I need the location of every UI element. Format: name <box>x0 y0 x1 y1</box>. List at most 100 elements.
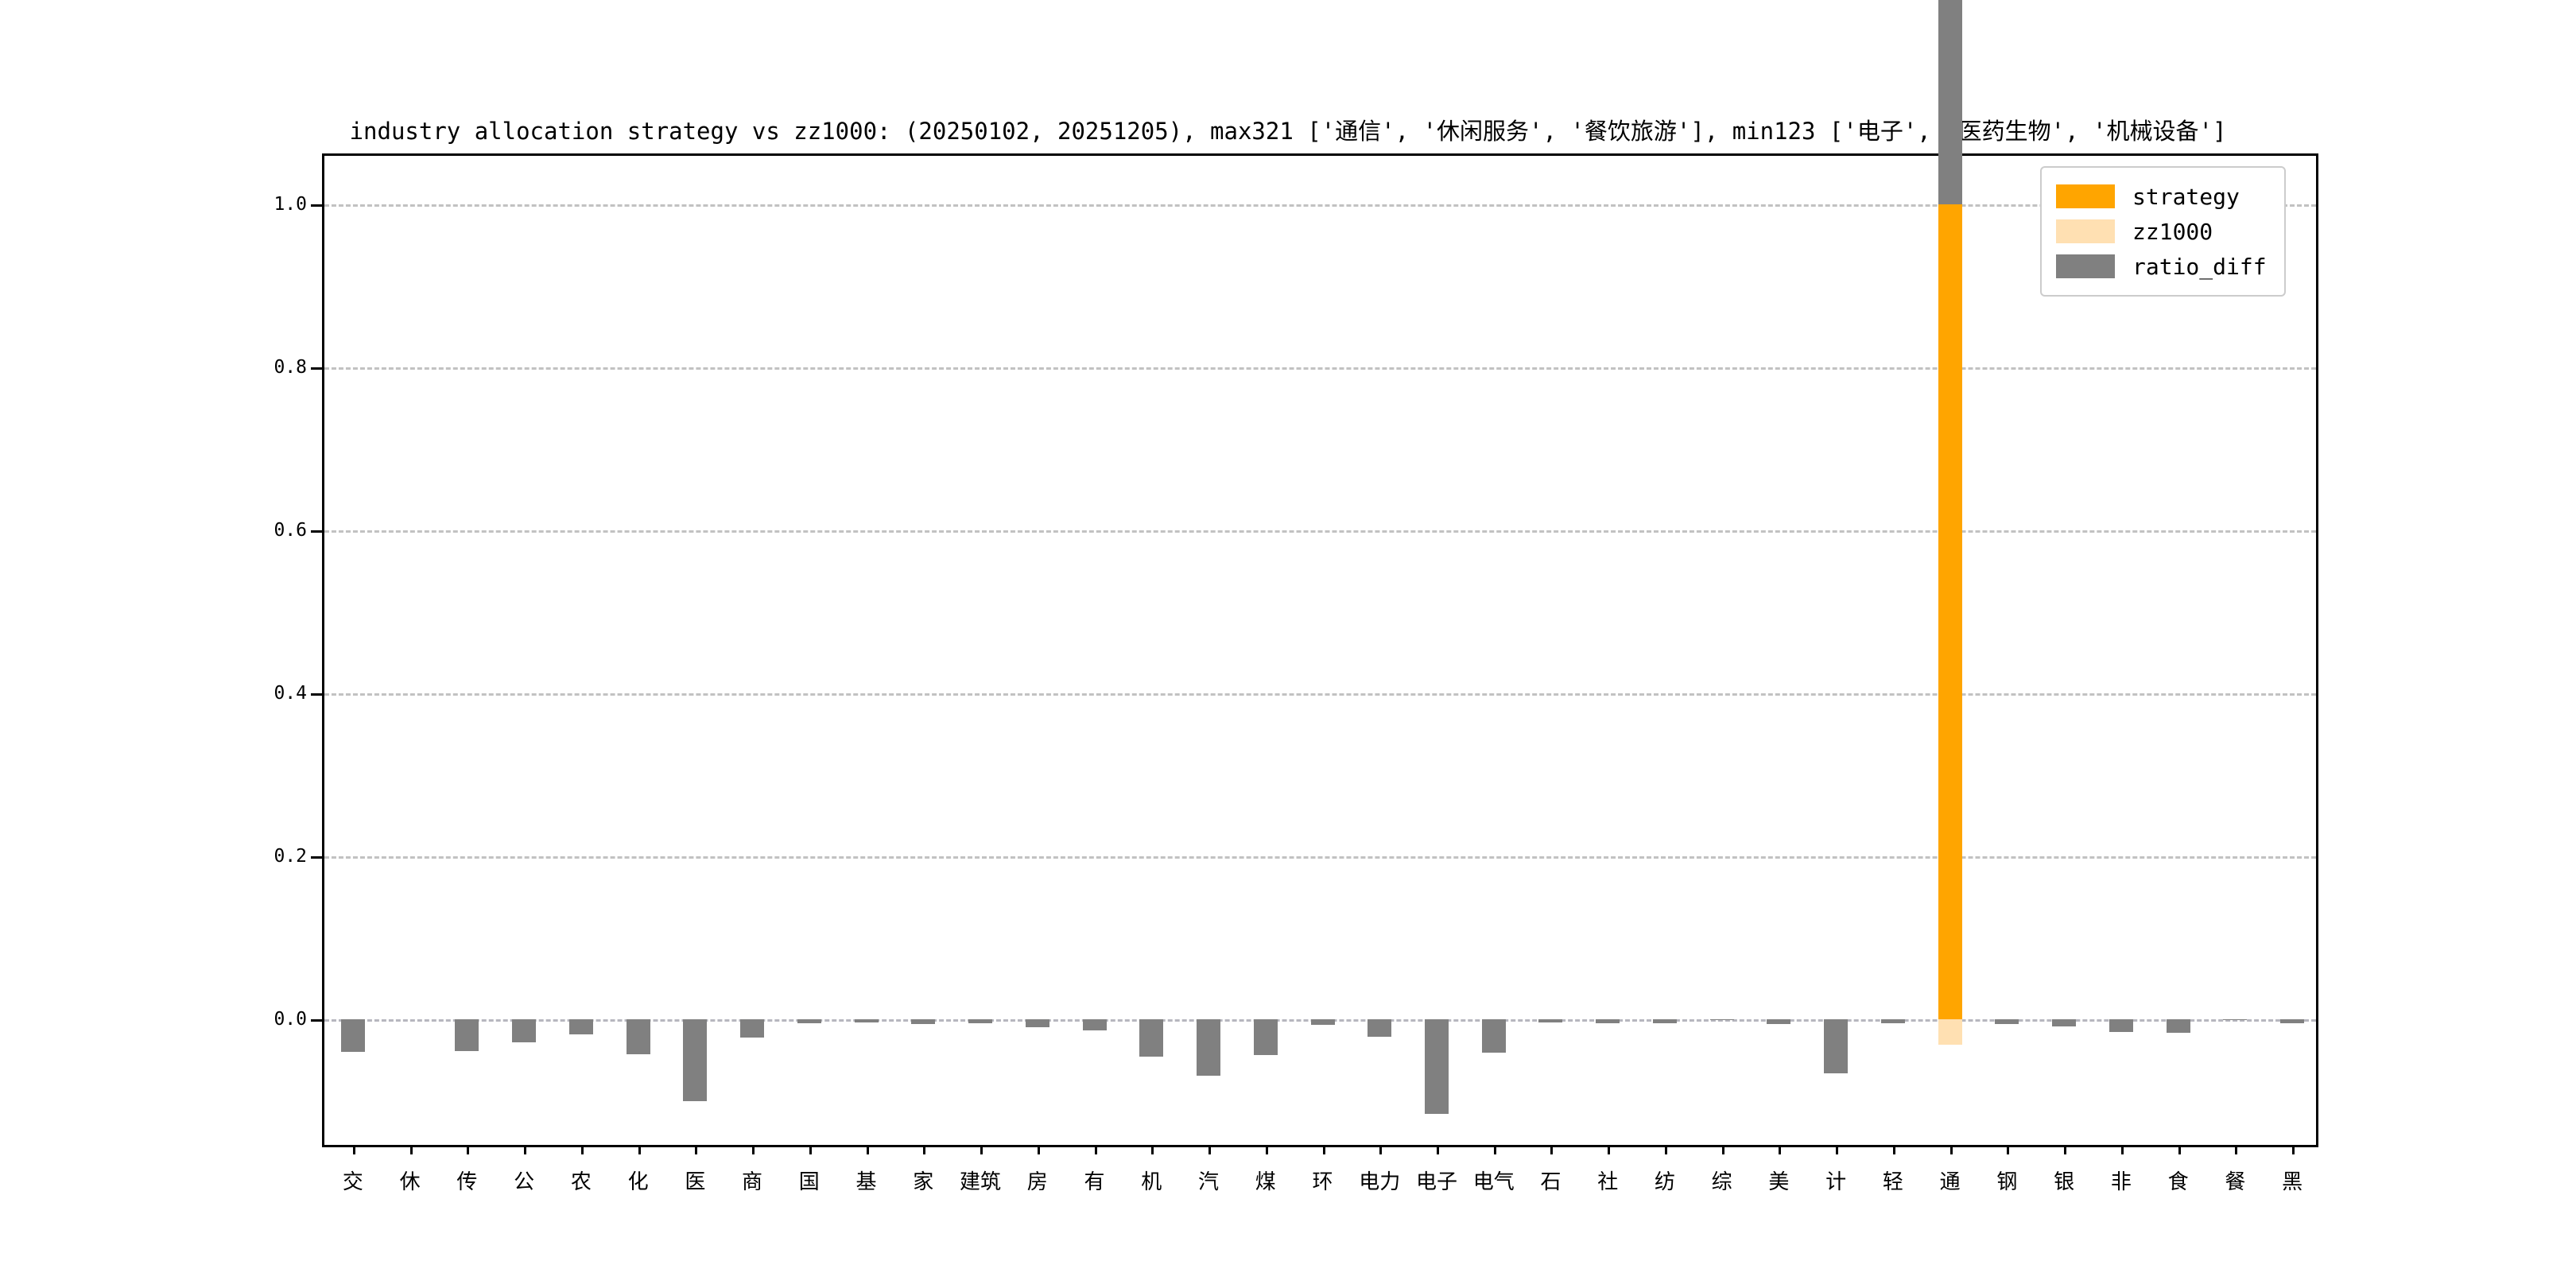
x-tick-label: 计 <box>1825 1170 1847 1194</box>
x-tick-mark <box>1493 1145 1496 1154</box>
legend-swatch-ratio_diff <box>2056 254 2115 278</box>
gridline-0.8 <box>324 367 2316 370</box>
x-tick-label: 美 <box>1768 1170 1790 1194</box>
y-tick-label: 0.2 <box>274 846 307 867</box>
bar-ratio_diff-钢 <box>1995 1019 2019 1025</box>
gridline-0.2 <box>324 856 2316 859</box>
x-tick-mark <box>638 1145 641 1154</box>
x-tick-mark <box>1208 1145 1211 1154</box>
legend-swatch-zz1000 <box>2056 219 2115 243</box>
x-tick-label: 社 <box>1597 1170 1619 1194</box>
bar-ratio_diff-轻 <box>1880 1019 1905 1023</box>
y-tick-label: 0.6 <box>274 520 307 541</box>
bar-ratio_diff-医 <box>683 1019 708 1101</box>
x-tick-label: 环 <box>1312 1170 1333 1194</box>
x-tick-label: 通 <box>1939 1170 1961 1194</box>
bar-ratio_diff-食 <box>2166 1019 2190 1033</box>
y-tick-mark <box>311 856 324 859</box>
bar-ratio_diff-黑 <box>2280 1019 2305 1023</box>
x-tick-label: 机 <box>1141 1170 1162 1194</box>
x-tick-label: 餐 <box>2225 1170 2246 1194</box>
x-tick-mark <box>1550 1145 1554 1154</box>
x-tick-mark <box>752 1145 755 1154</box>
x-tick-mark <box>1151 1145 1154 1154</box>
bar-ratio_diff-汽 <box>1197 1019 1220 1077</box>
x-tick-label: 国 <box>798 1170 820 1194</box>
bar-ratio_diff-环 <box>1310 1019 1335 1025</box>
bar-ratio_diff-通 <box>1938 0 1962 205</box>
legend-row-ratio_diff: ratio_diff <box>2056 249 2267 284</box>
y-tick-mark <box>311 530 324 533</box>
x-tick-mark <box>1664 1145 1667 1154</box>
y-tick-mark <box>311 367 324 370</box>
x-tick-label: 石 <box>1540 1170 1562 1194</box>
bar-ratio_diff-纺 <box>1652 1019 1677 1024</box>
y-tick-mark <box>311 204 324 208</box>
x-tick-label: 商 <box>742 1170 763 1194</box>
bar-ratio_diff-家 <box>911 1019 936 1024</box>
x-tick-mark <box>524 1145 527 1154</box>
chart-legend: strategy zz1000 ratio_diff <box>2040 166 2286 297</box>
x-tick-label: 黑 <box>2282 1170 2303 1194</box>
x-tick-mark <box>1094 1145 1097 1154</box>
legend-label-strategy: strategy <box>2132 183 2240 210</box>
x-tick-mark <box>2007 1145 2010 1154</box>
x-tick-mark <box>1322 1145 1325 1154</box>
x-tick-mark <box>1836 1145 1839 1154</box>
bar-ratio_diff-综 <box>1709 1019 1734 1021</box>
legend-swatch-strategy <box>2056 184 2115 208</box>
x-tick-mark <box>2064 1145 2067 1154</box>
x-tick-mark <box>2178 1145 2181 1154</box>
bar-ratio_diff-非 <box>2109 1019 2133 1032</box>
x-tick-label: 钢 <box>1996 1170 2018 1194</box>
x-tick-mark <box>467 1145 470 1154</box>
x-tick-mark <box>1379 1145 1383 1154</box>
x-tick-mark <box>809 1145 812 1154</box>
bar-zz1000-通 <box>1938 1019 1962 1045</box>
x-tick-label: 化 <box>627 1170 649 1194</box>
bar-ratio_diff-化 <box>626 1019 650 1054</box>
x-tick-mark <box>1037 1145 1040 1154</box>
bar-ratio_diff-社 <box>1596 1019 1620 1023</box>
bar-strategy-通 <box>1938 204 1962 1020</box>
x-tick-label: 医 <box>685 1170 706 1194</box>
x-tick-label: 食 <box>2167 1170 2189 1194</box>
y-tick-mark <box>311 693 324 696</box>
legend-label-ratio_diff: ratio_diff <box>2132 253 2267 280</box>
y-tick-label: 0.4 <box>274 683 307 704</box>
x-tick-label: 轻 <box>1882 1170 1903 1194</box>
bar-ratio_diff-机 <box>1139 1019 1164 1057</box>
x-tick-mark <box>352 1145 355 1154</box>
bar-ratio_diff-电子 <box>1424 1019 1449 1115</box>
x-tick-label: 非 <box>2110 1170 2132 1194</box>
x-tick-mark <box>695 1145 698 1154</box>
bar-ratio_diff-餐 <box>2223 1019 2248 1021</box>
x-tick-label: 汽 <box>1197 1170 1220 1194</box>
bar-ratio_diff-商 <box>740 1019 765 1038</box>
x-tick-label: 交 <box>342 1170 363 1194</box>
x-tick-label: 电气 <box>1472 1170 1515 1194</box>
bar-ratio_diff-计 <box>1824 1019 1849 1074</box>
y-tick-mark <box>311 1019 324 1022</box>
bar-ratio_diff-银 <box>2052 1019 2077 1026</box>
bar-ratio_diff-石 <box>1538 1019 1563 1022</box>
x-tick-mark <box>580 1145 584 1154</box>
bar-ratio_diff-农 <box>568 1019 593 1035</box>
bar-ratio_diff-传 <box>455 1019 479 1052</box>
x-tick-mark <box>1265 1145 1268 1154</box>
x-tick-mark <box>1779 1145 1782 1154</box>
y-tick-label: 0.0 <box>274 1009 307 1030</box>
x-tick-mark <box>1608 1145 1611 1154</box>
bar-ratio_diff-电力 <box>1368 1019 1392 1037</box>
chart-title: industry allocation strategy vs zz1000: … <box>349 118 2227 145</box>
x-tick-mark <box>1892 1145 1895 1154</box>
bar-ratio_diff-基 <box>854 1019 879 1022</box>
bar-ratio_diff-建筑 <box>968 1019 993 1024</box>
gridline-0.4 <box>324 693 2316 696</box>
x-tick-mark <box>2120 1145 2124 1154</box>
legend-row-strategy: strategy <box>2056 179 2267 214</box>
x-tick-label: 基 <box>855 1170 877 1194</box>
plot-axes: 0.0 0.2 0.4 0.6 0.8 1.0 交 休 传 公 农 化 医 商 国 基 家 建筑房 有 机 汽 煤 环 电力… <box>274 0 2318 1194</box>
x-tick-label: 电子 <box>1415 1170 1457 1194</box>
